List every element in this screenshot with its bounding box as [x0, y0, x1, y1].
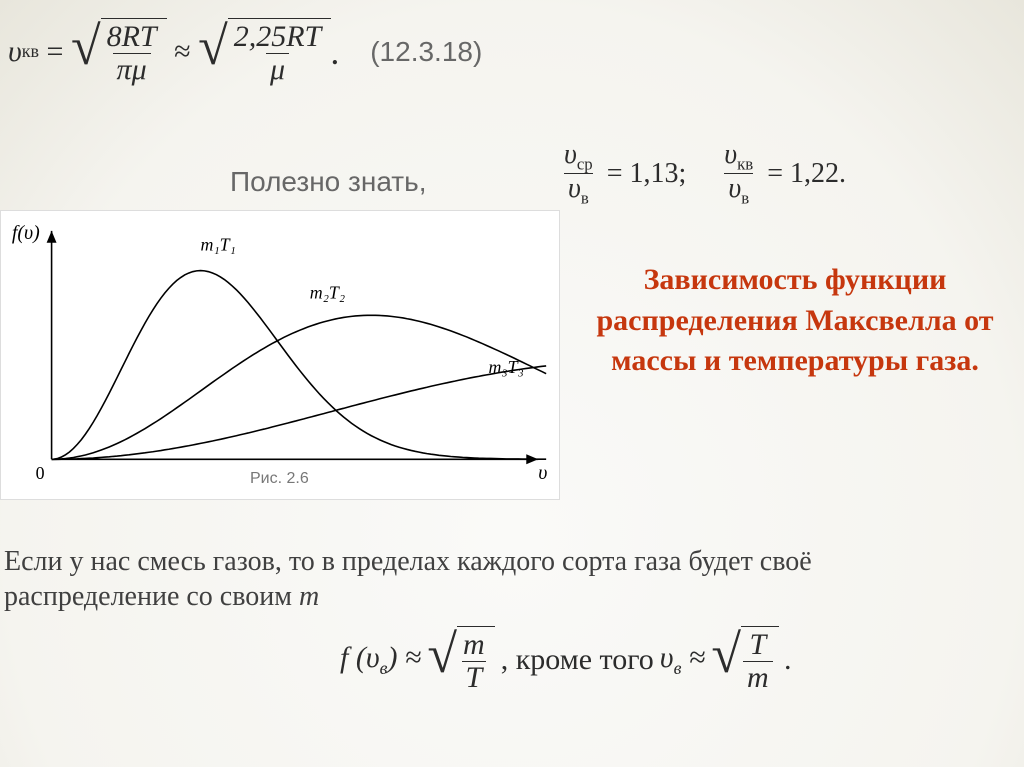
sqrt1-num: 8RT [103, 21, 161, 53]
svg-text:f(υ): f(υ) [12, 222, 40, 244]
svg-text:m₂T₂: m₂T₂ [310, 282, 345, 302]
sqrt-Tm: √ T m [711, 626, 778, 693]
trailing-dot: . [331, 31, 340, 73]
v-var: υв ≈ [660, 641, 706, 679]
equals: = [39, 35, 71, 69]
mix-m: m [299, 581, 319, 612]
ratio-1: υср υв [560, 140, 597, 207]
sqrt1-den: πμ [113, 53, 151, 86]
sqrt2-num: 2,25RT [230, 21, 326, 53]
figure-caption: Рис. 2.6 [250, 470, 309, 488]
mix-line1: Если у нас смесь газов, то в пределах ка… [4, 546, 812, 577]
svg-text:υ: υ [538, 462, 547, 484]
lhs-var: υ [8, 35, 22, 69]
sqrt2-den: μ [266, 53, 289, 86]
svg-text:m₃T₃: m₃T₃ [489, 357, 524, 377]
svg-text:0: 0 [36, 463, 45, 483]
lhs-sub: кв [22, 41, 39, 62]
sqrt-2: √ 2,25RT μ [198, 18, 331, 85]
mixture-text: Если у нас смесь газов, то в пределах ка… [4, 544, 1020, 614]
approx: ≈ [167, 35, 198, 69]
ratio-2-val: = 1,22. [767, 158, 846, 190]
mid-text: , кроме того [501, 643, 654, 677]
mix-line2-pre: распределение со своим [4, 581, 299, 612]
svg-text:m₁T₁: m₁T₁ [201, 235, 236, 255]
equation-number: (12.3.18) [370, 36, 482, 68]
ratio-1-val: = 1,13; [607, 158, 687, 190]
useful-to-know: Полезно знать, [230, 166, 426, 198]
equation-bottom: f (υв) ≈ √ m T , кроме того υв ≈ √ T m . [340, 626, 792, 693]
bottom-dot: . [785, 643, 793, 677]
f-label: f (υв) ≈ [340, 641, 421, 679]
dependence-title: Зависимость функции распределения Максве… [580, 260, 1010, 382]
sqrt-mT: √ m T [427, 626, 494, 693]
ratio-formulas: υср υв = 1,13; υкв υв = 1,22. [560, 140, 846, 207]
sqrt-1: √ 8RT πμ [71, 18, 167, 85]
maxwell-distribution-chart: f(υ) υ 0 m₁T₁ m₂T₂ m₃T₃ [0, 210, 560, 500]
ratio-2: υкв υв [720, 140, 757, 207]
equation-top: υкв = √ 8RT πμ ≈ √ 2,25RT μ . (12.3.18) [8, 18, 482, 85]
